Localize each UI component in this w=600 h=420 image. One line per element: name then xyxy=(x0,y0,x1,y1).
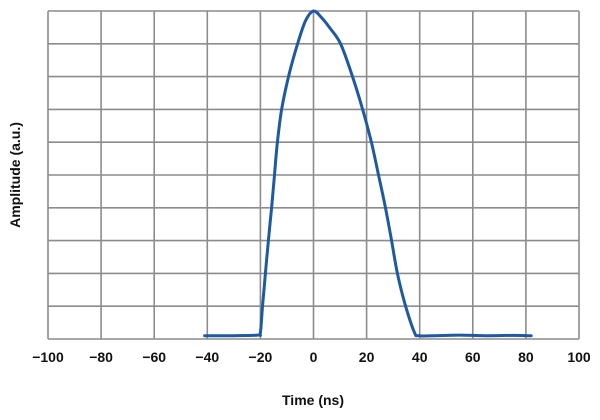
x-tick-label: −60 xyxy=(142,349,166,365)
x-axis-ticks: −100 −80 −60 −40 −20 0 20 40 60 80 100 xyxy=(32,349,591,365)
x-tick-label: −100 xyxy=(32,349,64,365)
x-tick-label: 60 xyxy=(465,349,481,365)
plot-grid xyxy=(47,10,580,340)
x-tick-label: 80 xyxy=(518,349,534,365)
x-tick-label: −80 xyxy=(89,349,113,365)
x-axis-label: Time (ns) xyxy=(282,392,344,408)
pulse-line xyxy=(203,9,533,338)
x-tick-label: −20 xyxy=(249,349,273,365)
x-tick-label: 100 xyxy=(567,349,591,365)
y-axis-label: Amplitude (a.u.) xyxy=(7,122,23,228)
x-tick-label: −40 xyxy=(195,349,219,365)
x-tick-label: 0 xyxy=(310,349,318,365)
x-tick-label: 40 xyxy=(412,349,428,365)
x-tick-label: 20 xyxy=(359,349,375,365)
